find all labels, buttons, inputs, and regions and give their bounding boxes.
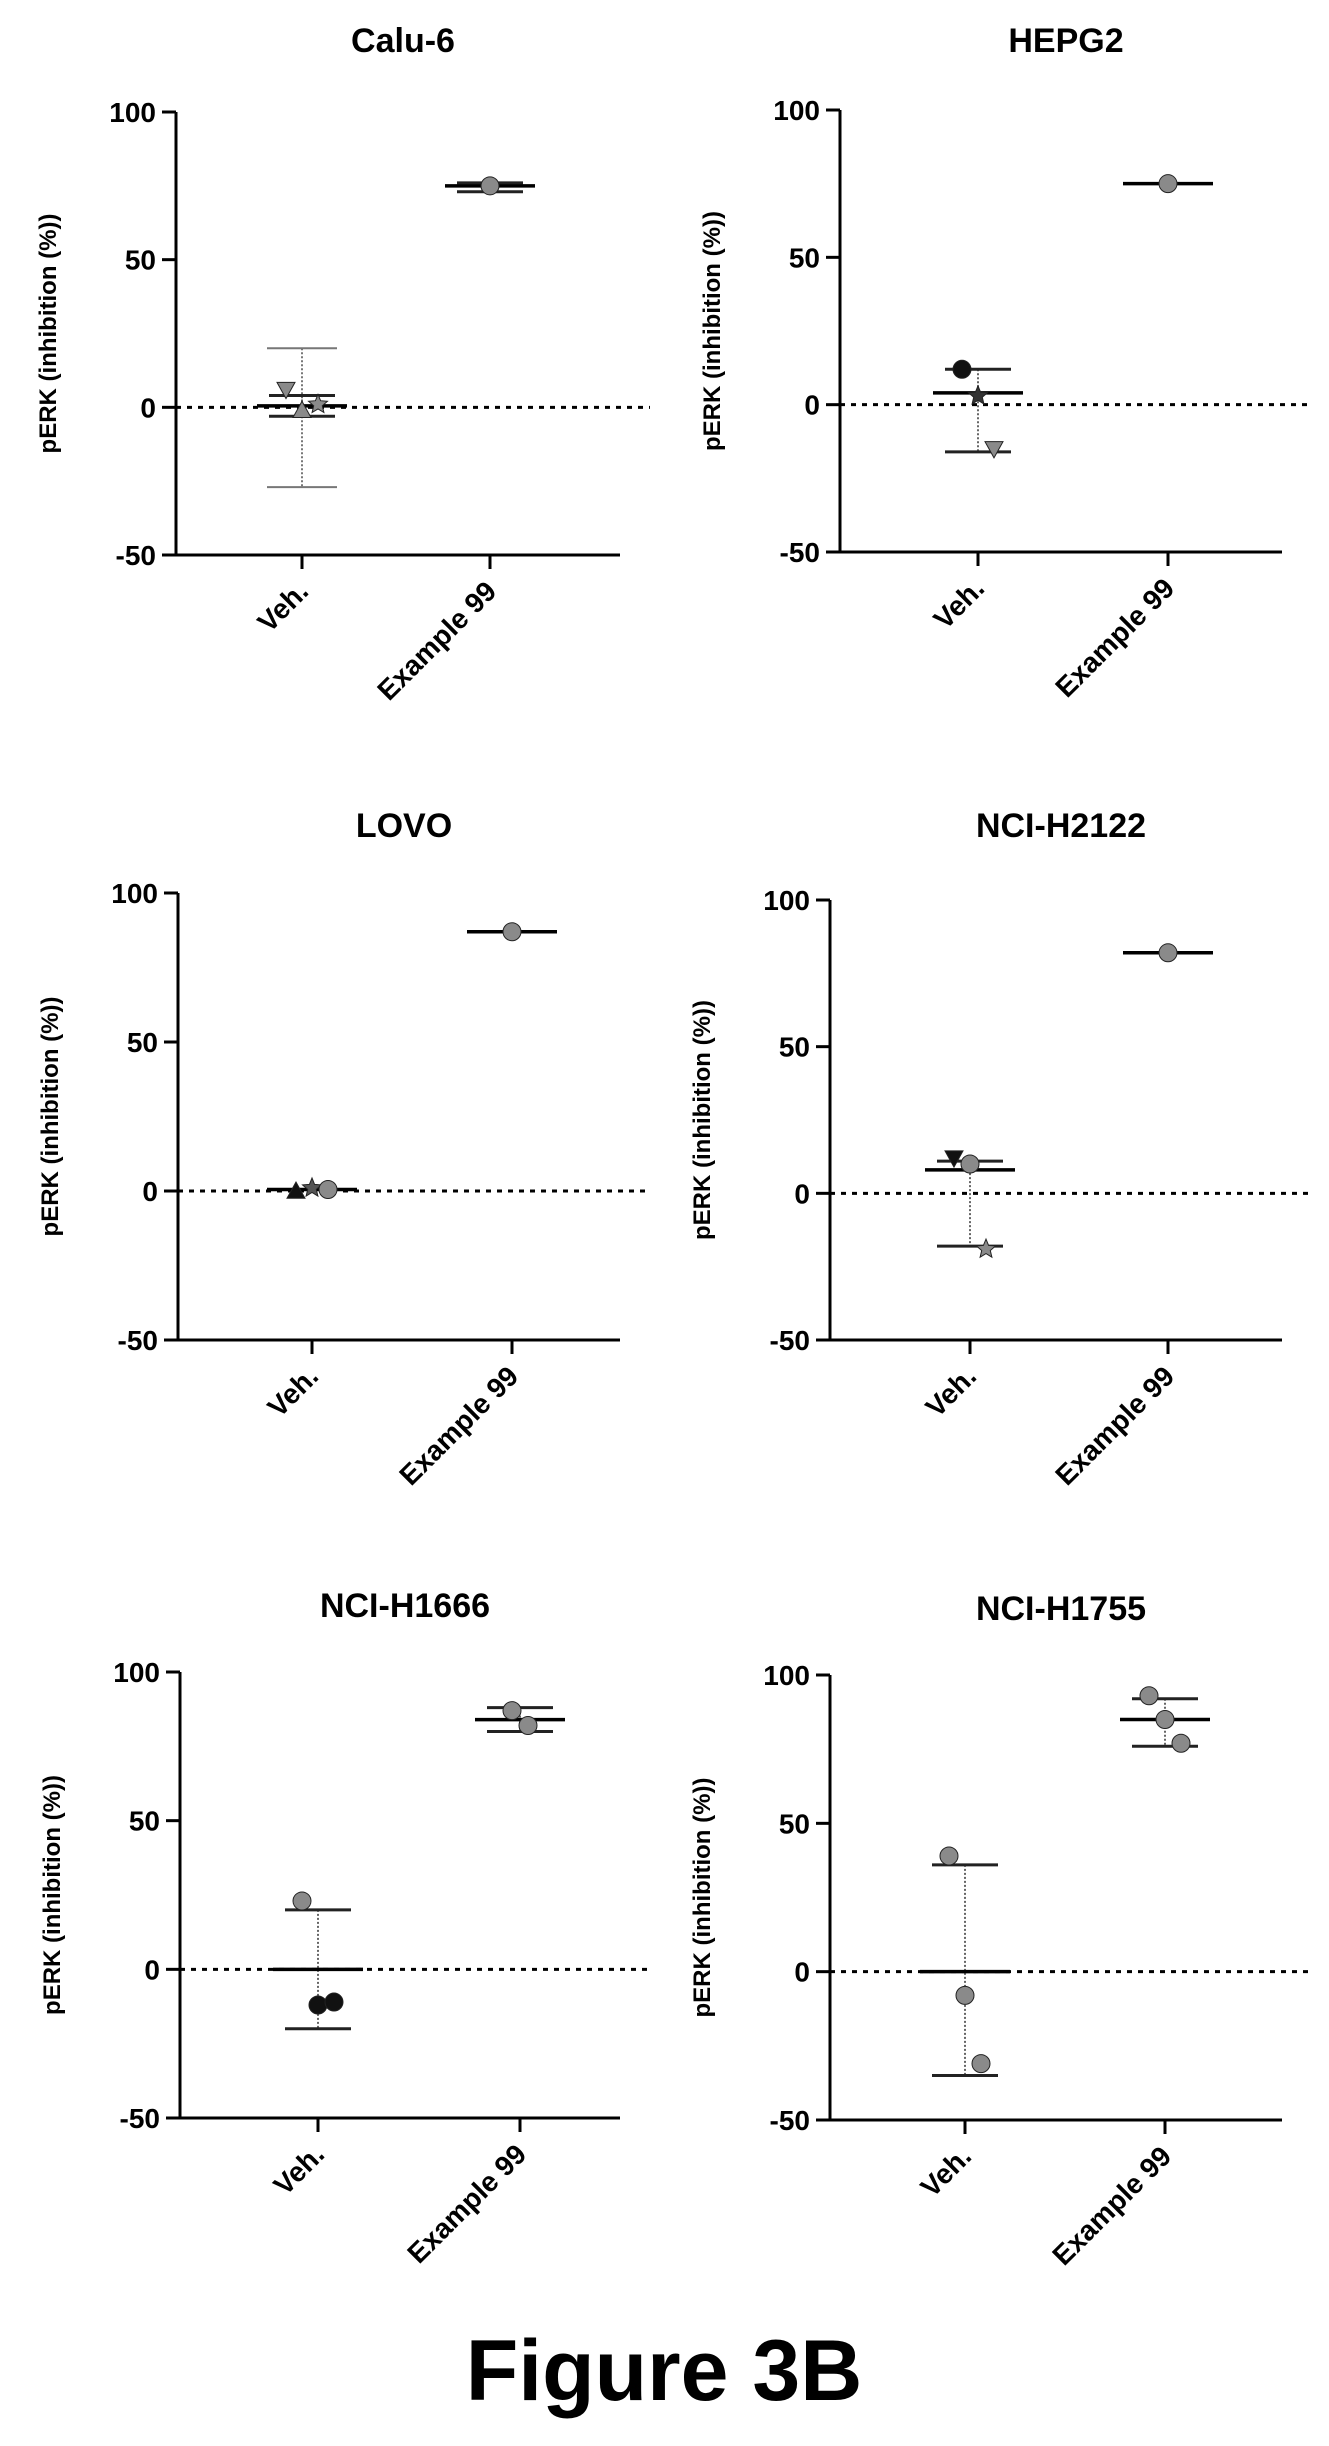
data-point bbox=[318, 1180, 338, 1200]
x-category-label: Example 99 bbox=[1046, 2140, 1177, 2271]
data-point bbox=[939, 1846, 959, 1866]
data-point bbox=[975, 1237, 997, 1259]
data-point bbox=[955, 1985, 975, 2005]
y-tick-label: 0 bbox=[140, 392, 156, 423]
data-point bbox=[276, 381, 296, 400]
y-tick-label: 100 bbox=[773, 95, 820, 126]
x-category-label: Example 99 bbox=[401, 2138, 532, 2269]
data-point bbox=[952, 359, 972, 379]
figure-title: Figure 3B bbox=[466, 2323, 863, 2419]
x-category-label: Veh. bbox=[928, 572, 991, 635]
y-tick-label: 50 bbox=[129, 1806, 160, 1837]
x-category-label: Veh. bbox=[268, 2138, 331, 2201]
data-point bbox=[1158, 174, 1178, 194]
data-point bbox=[301, 1176, 323, 1198]
x-category-label: Veh. bbox=[262, 1360, 325, 1423]
data-point bbox=[1139, 1686, 1159, 1706]
y-axis-label: pERK (inhibition (%)) bbox=[699, 211, 726, 451]
y-axis-label: pERK (inhibition (%)) bbox=[35, 214, 62, 454]
y-tick-label: 0 bbox=[794, 1957, 810, 1988]
y-tick-label: 50 bbox=[127, 1027, 158, 1058]
data-point bbox=[971, 2054, 991, 2074]
y-tick-label: 50 bbox=[789, 242, 820, 273]
data-point bbox=[944, 1150, 964, 1169]
data-point bbox=[960, 1154, 980, 1174]
data-point bbox=[480, 176, 500, 196]
chart-panel: NCI-H2122 100 50 0 -50 pERK (inhibition (%)) V… bbox=[689, 807, 1312, 1491]
y-tick-label: 0 bbox=[144, 1954, 160, 1985]
data-point bbox=[518, 1716, 538, 1736]
y-tick-label: -50 bbox=[770, 2105, 810, 2136]
x-category-label: Example 99 bbox=[371, 575, 502, 706]
y-tick-label: 100 bbox=[763, 1660, 810, 1691]
y-axis-label: pERK (inhibition (%)) bbox=[39, 1775, 66, 2015]
data-point bbox=[984, 441, 1004, 459]
y-axis-label: pERK (inhibition (%)) bbox=[689, 1000, 716, 1240]
y-tick-label: -50 bbox=[770, 1325, 810, 1356]
data-point bbox=[1155, 1710, 1175, 1729]
data-point bbox=[1158, 943, 1178, 963]
y-tick-label: -50 bbox=[118, 1325, 158, 1356]
y-tick-label: 0 bbox=[794, 1178, 810, 1209]
y-axis-label: pERK (inhibition (%)) bbox=[689, 1778, 716, 2018]
y-tick-label: 0 bbox=[804, 390, 820, 421]
data-point bbox=[292, 400, 312, 418]
data-point bbox=[308, 1995, 328, 2015]
y-tick-label: -50 bbox=[120, 2103, 160, 2134]
x-category-label: Example 99 bbox=[393, 1360, 524, 1491]
y-tick-label: -50 bbox=[780, 537, 820, 568]
chart-panel: HEPG2 100 50 0 -50 pERK (inhibition (%)) Veh. E… bbox=[699, 22, 1312, 703]
chart-title: NCI-H1755 bbox=[976, 1590, 1146, 1628]
y-tick-label: 100 bbox=[113, 1657, 160, 1688]
y-tick-label: 100 bbox=[111, 878, 158, 909]
data-point bbox=[292, 1891, 312, 1911]
data-point bbox=[307, 393, 329, 414]
data-point bbox=[286, 1180, 306, 1199]
y-tick-label: 100 bbox=[763, 885, 810, 916]
chart-title: HEPG2 bbox=[1008, 22, 1123, 60]
x-category-label: Example 99 bbox=[1049, 1360, 1180, 1491]
data-point bbox=[1171, 1733, 1191, 1753]
data-point bbox=[967, 384, 989, 405]
data-point bbox=[502, 922, 522, 942]
chart-panel: LOVO 100 50 0 -50 pERK (inhibition (%)) Veh. Ex… bbox=[37, 807, 650, 1491]
chart-title: NCI-H1666 bbox=[320, 1587, 490, 1625]
y-tick-label: 50 bbox=[779, 1808, 810, 1839]
y-tick-label: 100 bbox=[109, 97, 156, 128]
chart-panel: NCI-H1755 100 50 0 -50 pERK (inhibition (%)) V… bbox=[689, 1590, 1312, 2271]
x-category-label: Veh. bbox=[252, 575, 315, 638]
chart-title: NCI-H2122 bbox=[976, 807, 1146, 845]
y-axis-label: pERK (inhibition (%)) bbox=[37, 997, 64, 1237]
data-point bbox=[502, 1701, 522, 1721]
chart-panel: NCI-H1666 100 50 0 -50 pERK (inhibition (%)) V… bbox=[39, 1587, 650, 2269]
y-tick-label: -50 bbox=[116, 540, 156, 571]
x-category-label: Example 99 bbox=[1049, 572, 1180, 703]
chart-title: Calu-6 bbox=[351, 22, 455, 60]
x-category-label: Veh. bbox=[915, 2140, 978, 2203]
data-point bbox=[324, 1992, 344, 2012]
chart-title: LOVO bbox=[356, 807, 452, 845]
y-tick-label: 0 bbox=[142, 1176, 158, 1207]
y-tick-label: 50 bbox=[125, 245, 156, 276]
y-tick-label: 50 bbox=[779, 1032, 810, 1063]
x-category-label: Veh. bbox=[920, 1360, 983, 1423]
chart-panel: Calu-6 100 50 0 -50 pERK (inhibition (%)) Veh.… bbox=[35, 22, 650, 706]
